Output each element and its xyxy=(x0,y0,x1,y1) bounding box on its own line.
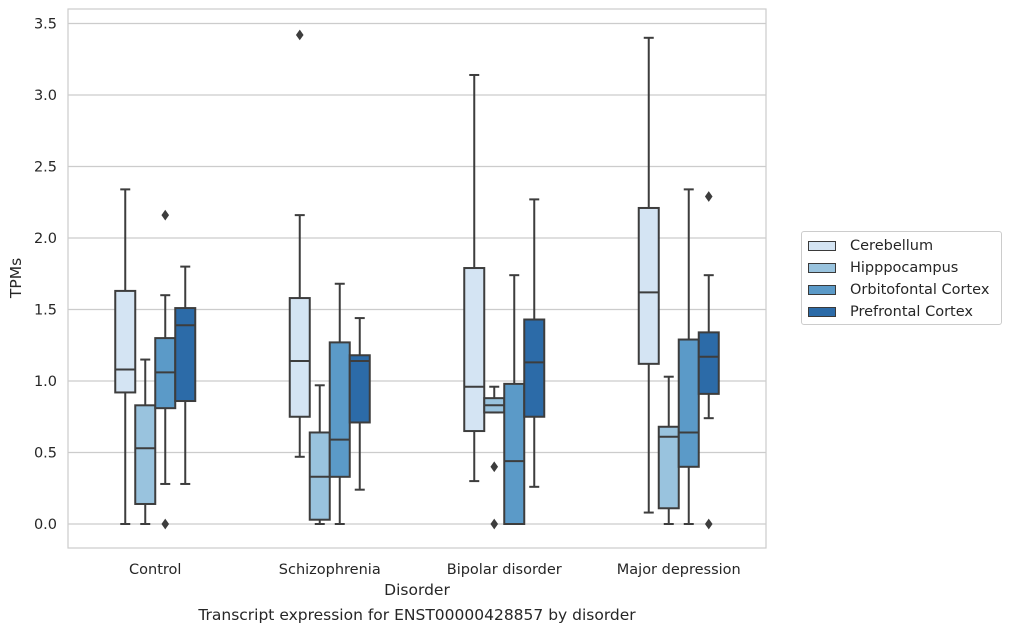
x-tick-label: Schizophrenia xyxy=(279,562,381,578)
legend-item-cerebellum: Cerebellum xyxy=(808,236,933,256)
legend-swatch xyxy=(808,241,836,251)
box-body xyxy=(114,289,137,394)
x-tick-label: Bipolar disorder xyxy=(447,562,562,578)
legend-item-orbitofrontal: Orbitofontal Cortex xyxy=(808,280,989,300)
legend-item-hippocampus: Hipppocampus xyxy=(808,258,958,278)
box-outlier xyxy=(295,29,304,41)
box-body xyxy=(503,382,526,525)
box-series xyxy=(114,29,720,530)
y-tick-label: 0.0 xyxy=(34,517,57,533)
y-tick-label: 3.5 xyxy=(34,17,57,33)
box-body xyxy=(657,425,680,510)
legend-label: Hipppocampus xyxy=(850,260,959,276)
y-tick-label: 1.5 xyxy=(34,303,57,319)
box-body xyxy=(463,267,486,433)
box-body xyxy=(288,297,311,418)
box-body xyxy=(697,331,720,395)
y-tick-labels: 0.0 0.5 1.0 1.5 2.0 2.5 3.0 3.5 xyxy=(34,17,57,534)
x-tick-label: Major depression xyxy=(617,562,741,578)
legend-swatch xyxy=(808,285,836,295)
y-tick-label: 1.0 xyxy=(34,374,57,390)
box-outlier xyxy=(490,518,499,530)
box-outlier xyxy=(161,209,170,221)
box-body xyxy=(637,206,660,365)
y-tick-label: 2.0 xyxy=(34,231,57,247)
legend-swatch xyxy=(808,263,836,273)
legend: Cerebellum Hipppocampus Orbitofontal Cor… xyxy=(801,231,1002,325)
x-tick-label: Control xyxy=(129,562,181,578)
box-body xyxy=(174,307,197,403)
legend-swatch xyxy=(808,307,836,317)
box-outlier xyxy=(490,461,499,473)
y-tick-label: 2.5 xyxy=(34,160,57,176)
y-tick-label: 3.0 xyxy=(34,88,57,104)
box-outlier xyxy=(161,518,170,530)
x-axis-label: Disorder xyxy=(384,581,450,599)
box-body xyxy=(523,318,546,418)
box-outlier xyxy=(704,518,713,530)
box-body xyxy=(328,341,351,478)
legend-label: Orbitofontal Cortex xyxy=(850,282,990,298)
box-body xyxy=(348,354,371,424)
legend-item-prefrontal: Prefrontal Cortex xyxy=(808,302,973,322)
y-axis-label: TPMs xyxy=(7,258,25,299)
x-tick-labels: Control Schizophrenia Bipolar disorder Majo… xyxy=(129,562,741,578)
box-body xyxy=(134,404,157,505)
box-outlier xyxy=(704,191,713,202)
chart-caption: Transcript expression for ENST0000042885… xyxy=(198,606,636,624)
box-body xyxy=(677,338,700,468)
legend-label: Prefrontal Cortex xyxy=(850,304,973,320)
y-tick-label: 0.5 xyxy=(34,446,57,462)
legend-label: Cerebellum xyxy=(850,238,934,254)
